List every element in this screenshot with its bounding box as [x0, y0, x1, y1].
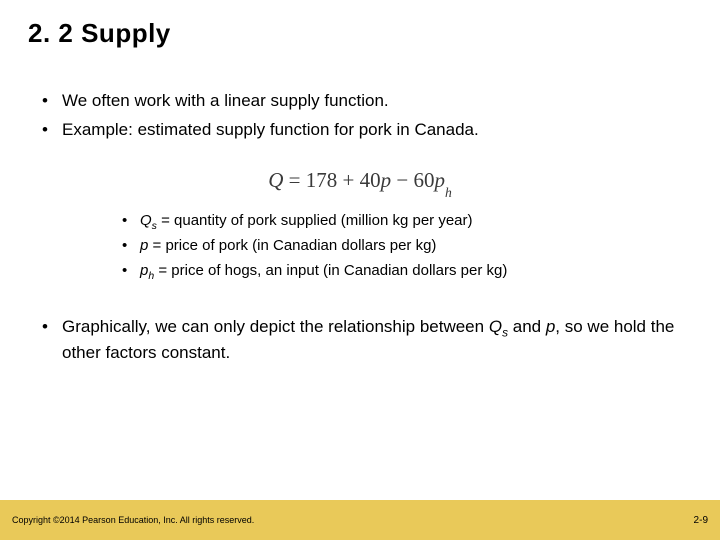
- eq-eq: =: [283, 168, 305, 192]
- eq-Q: Q: [268, 168, 283, 192]
- equation-block: Q = 178 + 40p − 60ph: [28, 168, 692, 196]
- def-qs: Qs = quantity of pork supplied (million …: [122, 210, 692, 235]
- eq-minus: −: [391, 168, 413, 192]
- bg-sym2: p: [546, 317, 555, 336]
- bg-mid: and: [508, 317, 546, 336]
- eq-ph-sub: h: [445, 185, 452, 200]
- def-p: p = price of pork (in Canadian dollars p…: [122, 235, 692, 260]
- def-ph: ph = price of hogs, an input (in Canadia…: [122, 260, 692, 285]
- def-qs-rest: quantity of pork supplied (million kg pe…: [174, 212, 472, 229]
- slide-footer: Copyright ©2014 Pearson Education, Inc. …: [0, 500, 720, 540]
- eq-plus: +: [337, 168, 359, 192]
- copyright-text: Copyright ©2014 Pearson Education, Inc. …: [12, 515, 254, 525]
- eq-p: p: [381, 168, 392, 192]
- eq-c1: 40: [360, 168, 381, 192]
- eq-c0: 178: [306, 168, 338, 192]
- top-bullets: We often work with a linear supply funct…: [28, 89, 692, 142]
- supply-equation: Q = 178 + 40p − 60ph: [268, 168, 452, 196]
- def-qs-sym: Q: [140, 212, 152, 229]
- definition-list: Qs = quantity of pork supplied (million …: [28, 210, 692, 284]
- eq-c2: 60: [413, 168, 434, 192]
- bg-pre: Graphically, we can only depict the rela…: [62, 317, 489, 336]
- def-p-sep: =: [148, 237, 165, 254]
- def-ph-rest: price of hogs, an input (in Canadian dol…: [171, 262, 507, 279]
- def-p-rest: price of pork (in Canadian dollars per k…: [165, 237, 436, 254]
- bullet-graphically: Graphically, we can only depict the rela…: [42, 315, 692, 366]
- def-qs-sep: =: [157, 212, 174, 229]
- bg-sym1: Q: [489, 317, 502, 336]
- bottom-bullets: Graphically, we can only depict the rela…: [28, 315, 692, 366]
- def-ph-sep: =: [154, 262, 171, 279]
- slide-title: 2. 2 Supply: [28, 18, 692, 49]
- page-number: 2-9: [694, 515, 708, 526]
- bullet-example: Example: estimated supply function for p…: [42, 118, 692, 143]
- eq-ph: p: [434, 168, 445, 192]
- bullet-linear-supply: We often work with a linear supply funct…: [42, 89, 692, 114]
